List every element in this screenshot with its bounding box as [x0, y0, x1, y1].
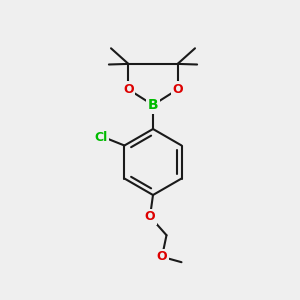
Text: O: O: [157, 250, 167, 263]
Text: B: B: [148, 98, 158, 112]
Text: O: O: [123, 83, 134, 96]
Text: Cl: Cl: [94, 130, 108, 144]
Text: O: O: [145, 210, 155, 223]
Text: O: O: [172, 83, 183, 96]
